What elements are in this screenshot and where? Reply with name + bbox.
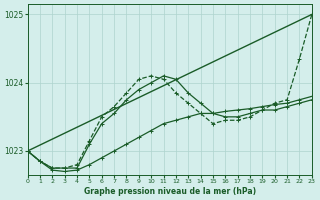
X-axis label: Graphe pression niveau de la mer (hPa): Graphe pression niveau de la mer (hPa)	[84, 187, 256, 196]
